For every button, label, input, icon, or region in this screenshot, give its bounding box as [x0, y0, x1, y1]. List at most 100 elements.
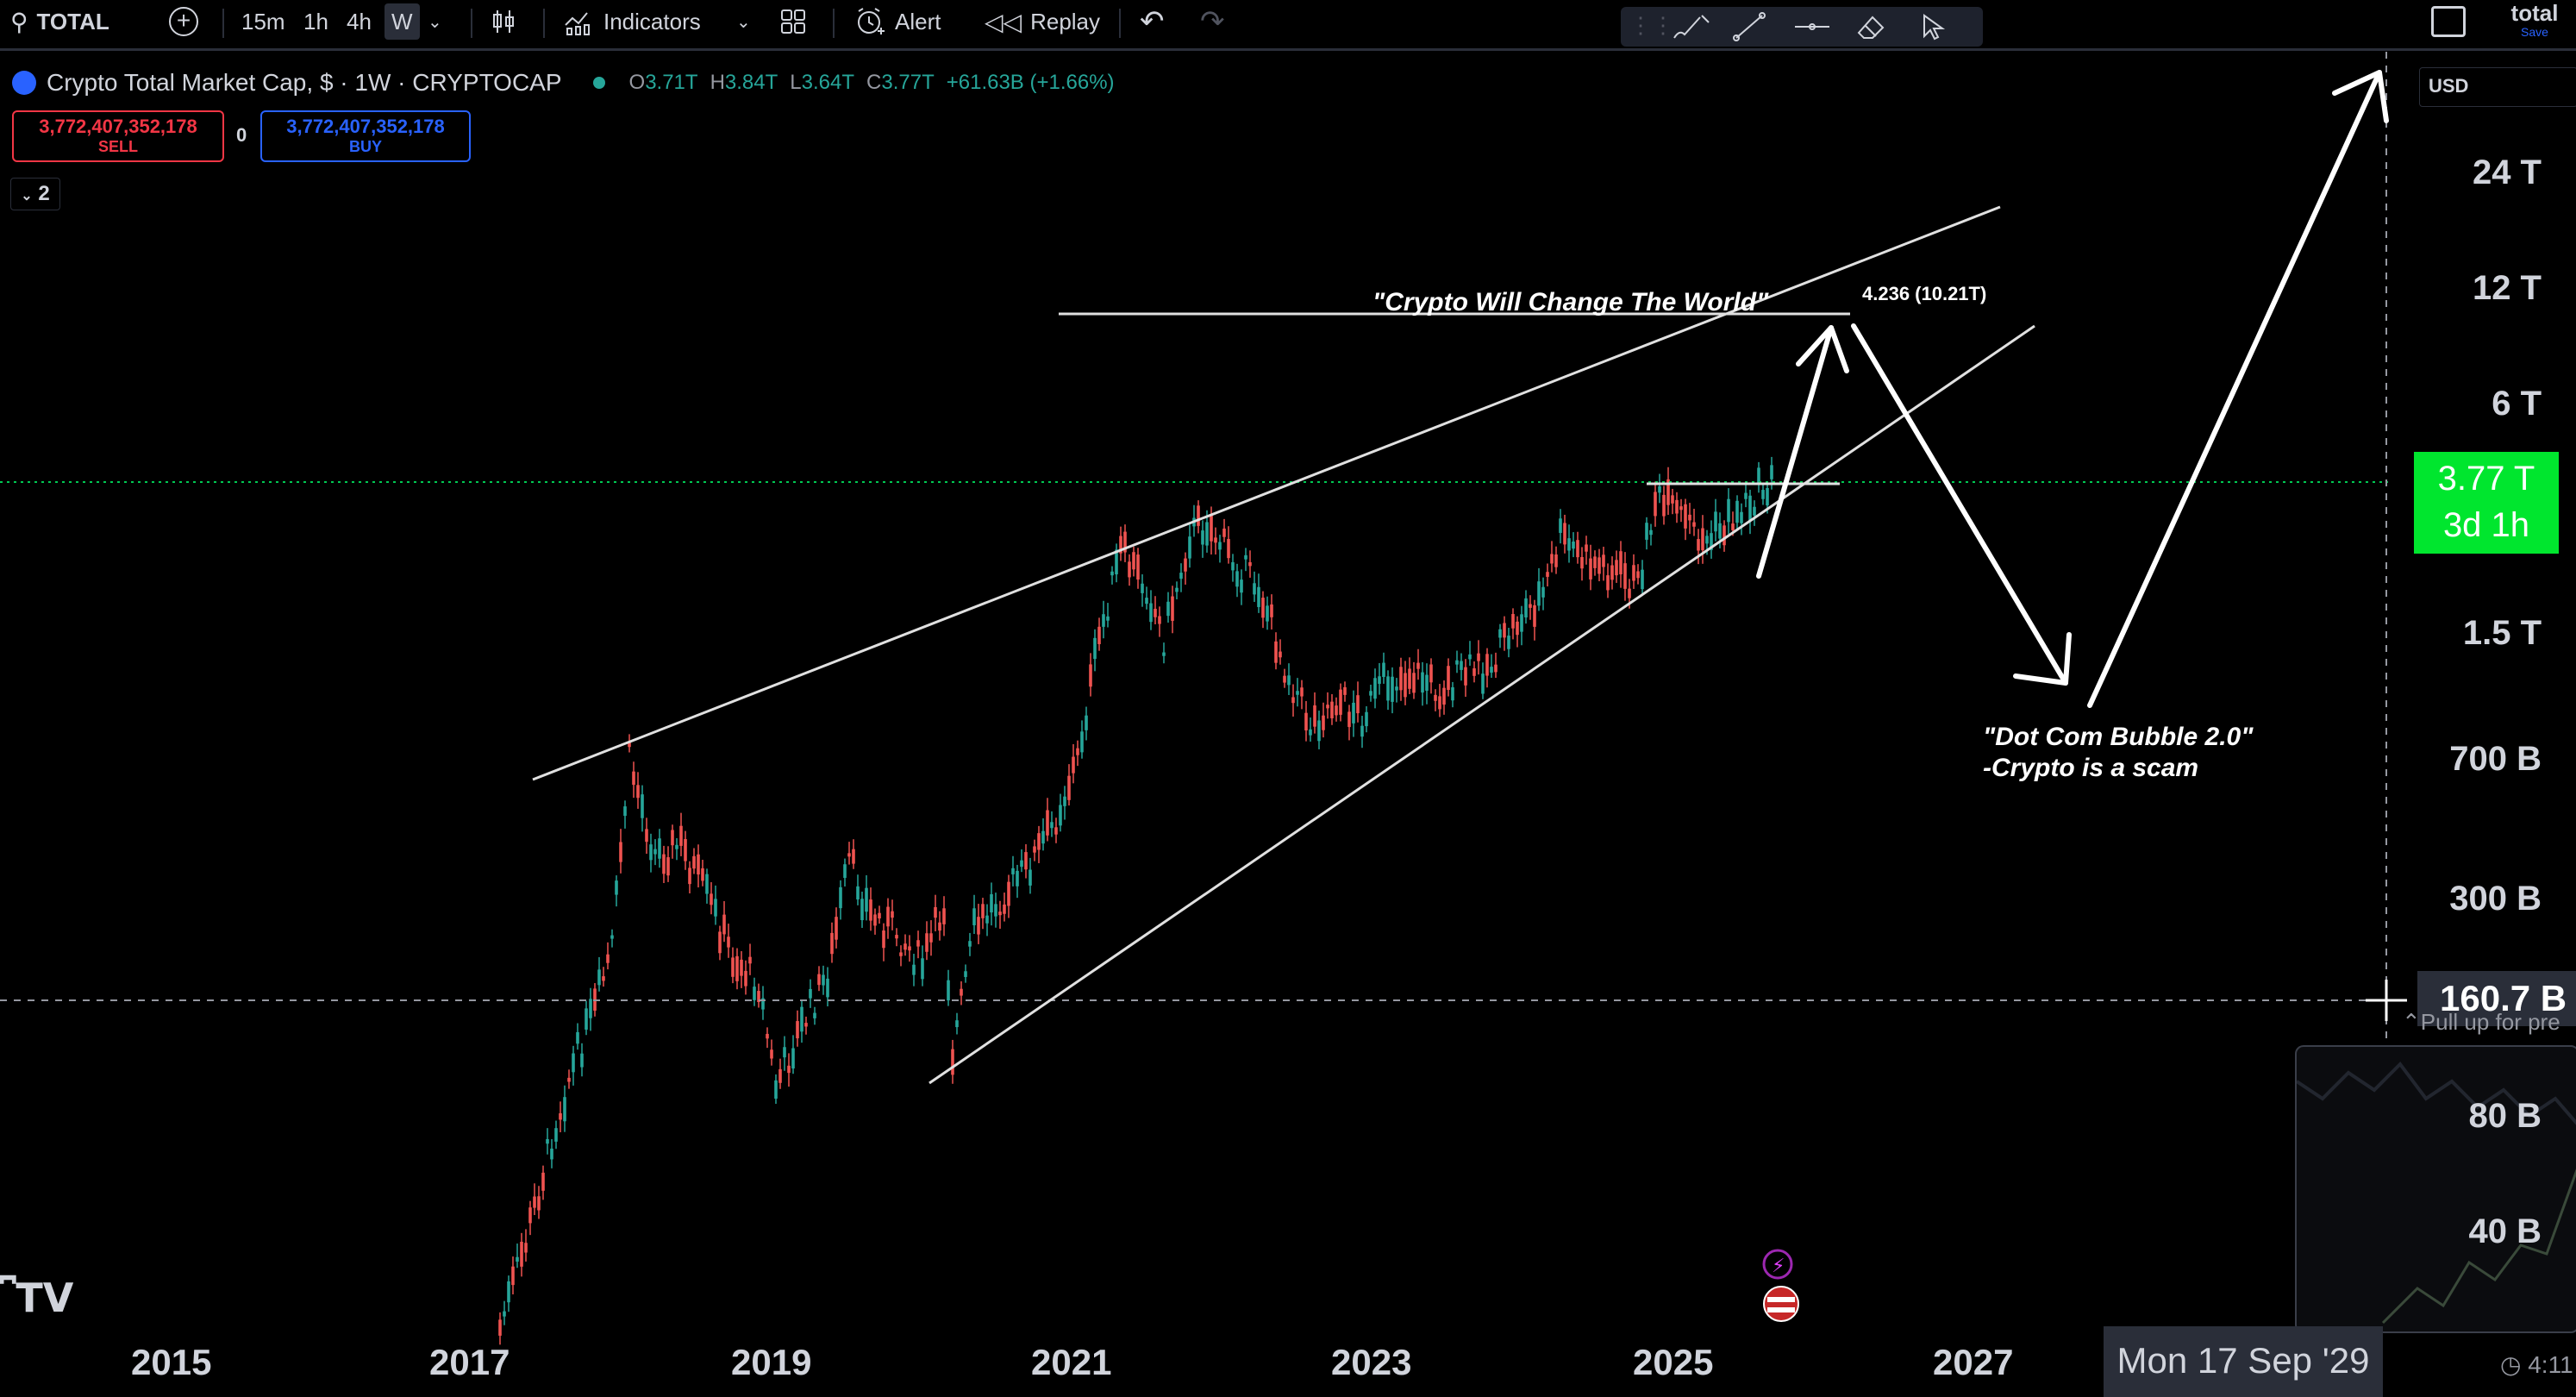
save-label: Save [2521, 25, 2548, 39]
candle-body [1727, 498, 1730, 523]
horizontal-line-tool-icon[interactable] [1793, 12, 1831, 41]
crosshair-date-tag: Mon 17 Sep '29 [2104, 1326, 2383, 1397]
candle-body [1201, 530, 1204, 545]
candle-body [1141, 583, 1144, 593]
preview-panel[interactable] [2295, 1045, 2576, 1333]
candle-body [1744, 492, 1748, 499]
candle-body [1214, 537, 1217, 543]
candle-body [1438, 696, 1441, 710]
square-icon [2431, 6, 2466, 37]
candle-body [550, 1148, 553, 1160]
candle-body [1408, 668, 1411, 689]
cursor-tool-icon[interactable] [1919, 12, 1948, 41]
candle-body [1684, 504, 1687, 529]
chevron-down-icon: ⌄ [736, 12, 751, 32]
candle-body [1016, 870, 1019, 886]
compare-button[interactable]: + [169, 0, 198, 43]
candle-body [843, 864, 847, 879]
candle-body [1166, 601, 1170, 617]
candle-body [1731, 523, 1735, 530]
indicators-button[interactable]: Indicators [564, 0, 701, 43]
candle-body [1416, 662, 1420, 669]
templates-button[interactable] [779, 0, 807, 43]
candle-body [1171, 596, 1174, 621]
candle-body [597, 969, 601, 986]
wedge-upper-trendline [532, 205, 2001, 781]
candle-body [1395, 686, 1398, 691]
sell-label: SELL [97, 138, 138, 155]
candle-body [1132, 552, 1135, 570]
candle-body [641, 794, 644, 818]
legend-title[interactable]: Crypto Total Market Cap, $ · 1W · CRYPTO… [47, 69, 562, 96]
layout-save[interactable]: total Save [2500, 0, 2569, 38]
replay-button[interactable]: ◁◁ Replay [985, 8, 1101, 35]
candle-body [1378, 676, 1381, 684]
candle-body [1718, 523, 1722, 539]
trend-line-tool-icon[interactable] [1731, 12, 1767, 41]
sell-button[interactable]: 3,772,407,352,178 SELL [12, 110, 224, 162]
undo-button[interactable]: ↶ [1140, 0, 1165, 43]
interval-dropdown[interactable]: ⌄ [428, 0, 442, 43]
legend-open: 3.71T [645, 71, 698, 94]
us-flag-event-icon[interactable] [1763, 1286, 1799, 1322]
candle-body [942, 908, 946, 924]
candle-body [1326, 705, 1329, 709]
interval-1h[interactable]: 1h [303, 8, 328, 34]
candle-body [1037, 833, 1041, 850]
candle-body [1520, 614, 1523, 632]
currency-selector[interactable]: USD [2419, 67, 2576, 107]
indicators-dropdown[interactable]: ⌄ [736, 0, 751, 43]
undo-icon: ↶ [1140, 5, 1165, 38]
tradingview-logo[interactable]: ⎴TV [0, 1275, 73, 1323]
candle-body [985, 915, 989, 924]
session-clock[interactable]: ◷ 4:11 [2500, 1351, 2573, 1378]
candle-body [1179, 573, 1183, 579]
candle-body [653, 849, 657, 855]
candle-body [1589, 558, 1592, 579]
candle-body [735, 955, 739, 981]
preview-thumbnail [2297, 1061, 2576, 1325]
current-price-tag: 3.77 T 3d 1h [2414, 452, 2559, 554]
candle-body [572, 1053, 575, 1073]
candle-body [1537, 581, 1541, 606]
alert-button[interactable]: Alert [855, 0, 941, 43]
drag-handle-icon[interactable]: ⋮⋮ [1629, 12, 1674, 38]
symbol-search[interactable]: ⚲ TOTAL [10, 0, 109, 43]
candle-body [546, 1138, 549, 1144]
candle-body [705, 874, 709, 894]
candle-body [541, 1172, 545, 1191]
candle-body [740, 959, 743, 976]
chart-type-button[interactable] [490, 0, 517, 43]
candle-body [1666, 479, 1670, 505]
candle-body [1580, 556, 1584, 569]
candle-body [1688, 514, 1691, 521]
candle-body [1662, 494, 1666, 517]
candle-body [1291, 697, 1295, 704]
candle-body [1485, 654, 1489, 676]
redo-button[interactable]: ↷ [1200, 0, 1225, 43]
event-flash-icon[interactable] [1762, 1249, 1793, 1280]
buy-price: 3,772,407,352,178 [286, 116, 445, 137]
interval-w[interactable]: W [385, 3, 420, 40]
candle-body [1097, 626, 1101, 644]
currency-label: USD [2429, 75, 2469, 97]
interval-4h[interactable]: 4h [347, 8, 372, 34]
price-tick: 40 B [2468, 1212, 2542, 1250]
collapse-indicators-button[interactable]: ⌄ 2 [10, 178, 60, 210]
search-icon: ⚲ [10, 8, 28, 35]
buy-button[interactable]: 3,772,407,352,178 BUY [260, 110, 471, 162]
fullscreen-button[interactable] [2431, 0, 2466, 43]
eraser-tool-icon[interactable] [1854, 12, 1888, 41]
candle-body [1205, 522, 1209, 546]
candle-body [1231, 562, 1235, 571]
candle-body [1093, 637, 1097, 660]
brush-tool-icon[interactable] [1671, 12, 1712, 41]
candle-body [1115, 549, 1118, 575]
crosshair-cursor-icon [2366, 980, 2407, 1021]
candle-body [1511, 614, 1515, 629]
candle-body [1352, 702, 1355, 724]
candle-body [1158, 616, 1161, 624]
plus-circle-icon: + [169, 7, 198, 36]
interval-15m[interactable]: 15m [241, 8, 285, 34]
